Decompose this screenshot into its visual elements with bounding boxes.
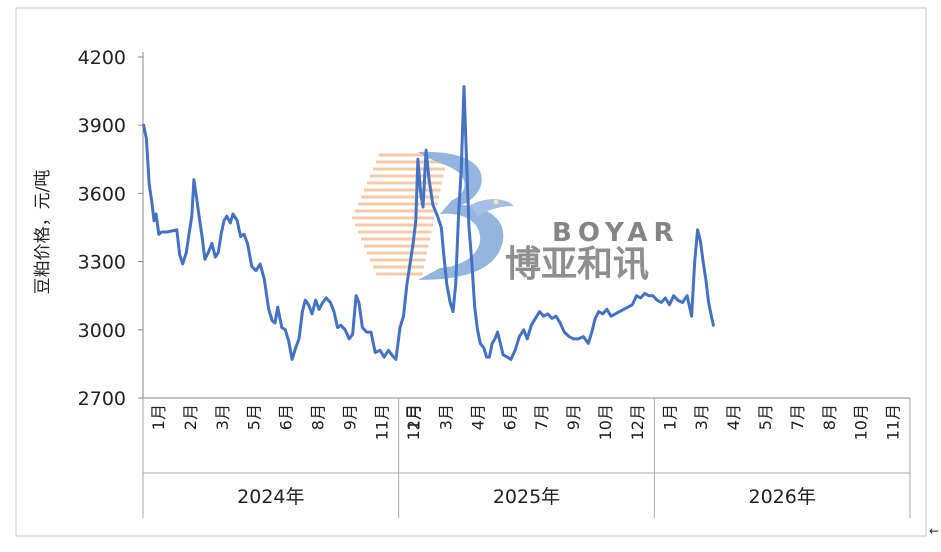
y-tick-label: 3300 xyxy=(78,252,126,274)
watermark-brand-cn: 博亚和讯 xyxy=(505,244,649,285)
watermark-logo xyxy=(352,151,514,280)
watermark-beak-shape xyxy=(470,199,514,216)
y-axis-label: 豆粕价格，元/吨 xyxy=(33,170,53,295)
x-year-label: 2026年 xyxy=(748,486,815,508)
y-tick-label: 3000 xyxy=(78,320,126,342)
watermark-brand: BOYAR xyxy=(552,218,679,248)
y-tick-label: 4200 xyxy=(78,47,126,69)
y-tick-label: 3900 xyxy=(78,115,126,137)
x-month-label: 12月 xyxy=(628,404,647,440)
x-month-label: 6月 xyxy=(277,404,296,430)
x-category-labels: 1月 2月 3月 5月 6月 8月 9月 11月 12月 2024年 1月 3月 4月 6月 7月 9月 10月… xyxy=(142,398,911,518)
x-month-label: 7月 xyxy=(788,404,807,430)
x-month-label: 8月 xyxy=(820,404,839,430)
x-month-label: 10月 xyxy=(852,404,871,440)
y-tick-label: 3600 xyxy=(78,183,126,205)
x-month-label: 8月 xyxy=(308,404,327,430)
x-month-label: 1月 xyxy=(405,404,424,430)
x-month-label: 2月 xyxy=(181,404,200,430)
watermark-b-shape xyxy=(418,151,504,280)
x-month-label: 5月 xyxy=(756,404,775,430)
x-month-label: 11月 xyxy=(884,404,903,440)
x-month-label: 3月 xyxy=(692,404,711,430)
x-month-label: 6月 xyxy=(500,404,519,430)
x-month-label: 1月 xyxy=(660,404,679,430)
x-month-label: 4月 xyxy=(468,404,487,430)
boyar-watermark: BOYAR 博亚和讯 xyxy=(352,151,679,285)
x-year-label: 2024年 xyxy=(237,486,304,508)
x-month-label: 5月 xyxy=(245,404,264,430)
x-month-label: 4月 xyxy=(724,404,743,430)
x-month-label: 10月 xyxy=(596,404,615,440)
return-arrow-icon: ← xyxy=(929,524,939,538)
y-tick-labels: 2700 3000 3300 3600 3900 4200 xyxy=(78,47,143,410)
x-month-label: 9月 xyxy=(340,404,359,430)
x-month-label: 9月 xyxy=(564,404,583,430)
y-tick-label: 2700 xyxy=(78,388,126,410)
x-month-label: 3月 xyxy=(213,404,232,430)
x-month-label: 7月 xyxy=(532,404,551,430)
x-month-label: 12月 xyxy=(404,404,423,440)
x-year-label: 2025年 xyxy=(493,486,560,508)
x-month-label: 3月 xyxy=(437,404,456,430)
price-series xyxy=(142,85,715,361)
x-month-label: 11月 xyxy=(372,404,391,440)
chart-axes xyxy=(142,52,910,474)
x-month-label: 1月 xyxy=(149,404,168,430)
series-line xyxy=(142,85,715,361)
